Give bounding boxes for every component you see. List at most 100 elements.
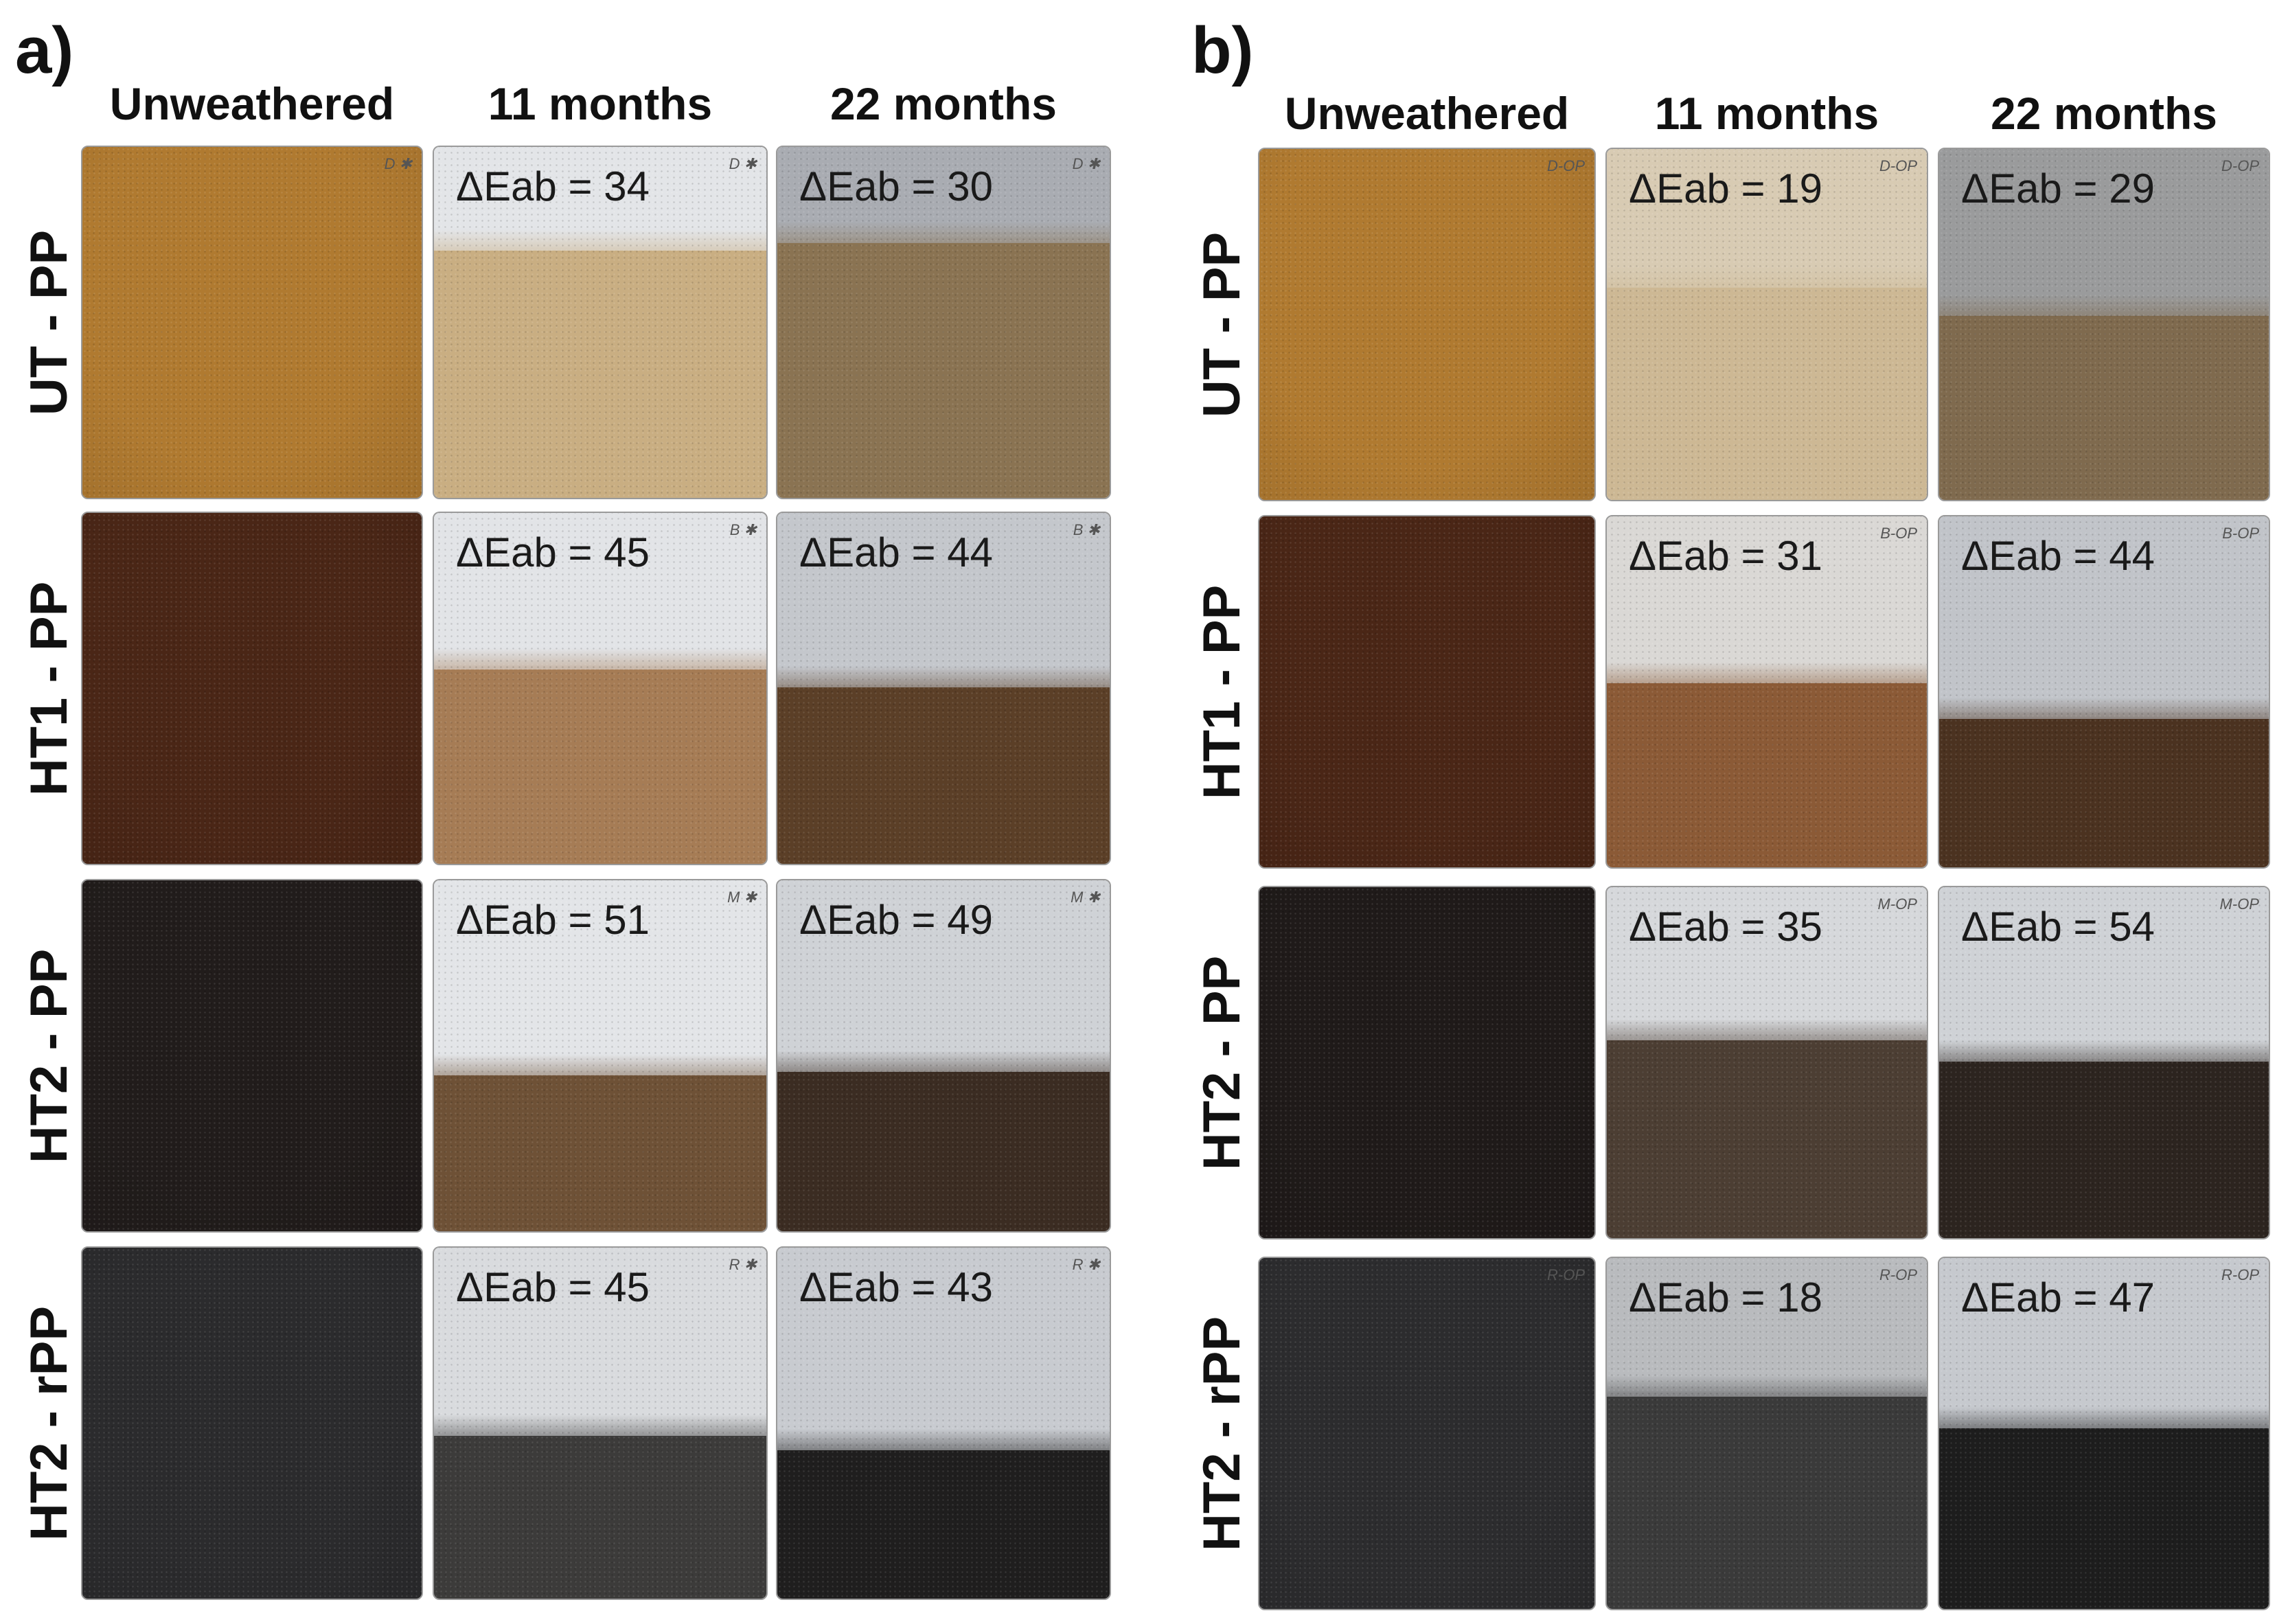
sample-photo: B ✱ ΔEab = 44	[776, 512, 1111, 865]
sample-mark: B ✱	[729, 521, 757, 538]
transition-zone	[434, 229, 766, 277]
sample-photo	[81, 512, 423, 865]
texture	[1939, 1258, 2269, 1609]
texture	[82, 147, 422, 498]
unweathered-zone	[777, 243, 1110, 498]
texture	[1939, 887, 2269, 1238]
sample-photo: B-OP ΔEab = 31	[1605, 515, 1928, 869]
sample-mark: M-OP	[2219, 895, 2259, 913]
unweathered-zone	[1607, 1397, 1927, 1609]
sample-mark: D-OP	[2221, 157, 2259, 174]
transition-zone	[1939, 698, 2269, 746]
texture	[1939, 516, 2269, 867]
delta-e-label: ΔEab = 31	[1629, 533, 1822, 579]
delta-e-label: ΔEab = 19	[1629, 165, 1822, 211]
texture	[1259, 149, 1594, 500]
sample-mark: M ✱	[1071, 889, 1100, 906]
texture	[434, 880, 766, 1231]
delta-e-label: ΔEab = 47	[1961, 1274, 2155, 1320]
sample-photo: D-OP	[1258, 148, 1596, 501]
texture	[434, 147, 766, 498]
unweathered-zone	[1939, 1062, 2269, 1238]
column-header: Unweathered	[1284, 88, 1570, 139]
row-label: HT2 - PP	[20, 948, 78, 1163]
transition-zone	[777, 1429, 1110, 1477]
row-label: HT2 - rPP	[1193, 1316, 1251, 1551]
sample-mark: R-OP	[1547, 1266, 1585, 1283]
sample-photo	[81, 879, 423, 1233]
transition-zone	[434, 648, 766, 696]
texture	[1259, 1258, 1594, 1609]
weathered-zone	[434, 513, 766, 672]
column-header: 11 months	[1654, 88, 1879, 139]
transition-zone	[777, 222, 1110, 270]
delta-e-label: ΔEab = 30	[799, 163, 993, 209]
texture	[777, 880, 1110, 1231]
sample-photo: R-OP ΔEab = 18	[1605, 1257, 1928, 1610]
row-label: UT - PP	[20, 229, 78, 415]
texture	[82, 1248, 422, 1599]
row-label: UT - PP	[1193, 231, 1251, 418]
sample-mark: R-OP	[1879, 1266, 1917, 1283]
transition-zone	[1607, 266, 1927, 314]
sample-photo: M-OP ΔEab = 54	[1938, 886, 2270, 1239]
sample-photo: R-OP ΔEab = 47	[1938, 1257, 2270, 1610]
unweathered-zone	[777, 687, 1110, 864]
sample-mark: R ✱	[729, 1256, 757, 1273]
unweathered-zone	[434, 670, 766, 864]
sample-mark: D-OP	[1547, 157, 1585, 174]
sample-photo: D ✱ ΔEab = 34	[433, 146, 768, 499]
sample-mark: D-OP	[1879, 157, 1917, 174]
texture	[777, 513, 1110, 864]
delta-e-label: ΔEab = 44	[1961, 533, 2155, 579]
transition-zone	[434, 1054, 766, 1102]
delta-e-label: ΔEab = 44	[799, 529, 993, 575]
sample-mark: D ✱	[384, 155, 412, 172]
sample-photo	[1258, 886, 1596, 1239]
transition-zone	[1939, 1407, 2269, 1455]
texture	[1259, 887, 1594, 1238]
transition-zone	[434, 1415, 766, 1463]
weathered-zone	[777, 513, 1110, 690]
weathered-zone	[1939, 887, 2269, 1064]
weathered-zone	[777, 1248, 1110, 1453]
sample-mark: B-OP	[2222, 525, 2259, 542]
sample-mark: M-OP	[1877, 895, 1917, 913]
texture	[777, 147, 1110, 498]
texture	[82, 880, 422, 1231]
transition-zone	[1607, 1019, 1927, 1067]
delta-e-label: ΔEab = 34	[456, 163, 650, 209]
weathered-zone	[1607, 516, 1927, 686]
texture	[1607, 887, 1927, 1238]
delta-e-label: ΔEab = 43	[799, 1264, 993, 1310]
weathered-zone	[1939, 1258, 2269, 1431]
delta-e-label: ΔEab = 45	[456, 1264, 650, 1310]
sample-mark: D ✱	[729, 155, 757, 172]
sample-photo	[81, 1246, 423, 1600]
transition-zone	[777, 1051, 1110, 1099]
weathered-zone	[434, 880, 766, 1078]
texture	[1607, 1258, 1927, 1609]
column-header: 22 months	[829, 78, 1057, 129]
sample-mark: M ✱	[727, 889, 757, 906]
unweathered-zone	[434, 251, 766, 498]
texture	[1259, 516, 1594, 867]
sample-photo: R ✱ ΔEab = 45	[433, 1246, 768, 1600]
sample-photo: M ✱ ΔEab = 51	[433, 879, 768, 1233]
transition-zone	[777, 666, 1110, 714]
row-label: HT1 - PP	[20, 581, 78, 796]
texture	[777, 1248, 1110, 1599]
sample-photo: D-OP ΔEab = 19	[1605, 148, 1928, 501]
panel-label: b)	[1191, 14, 1254, 87]
column-header: 11 months	[488, 78, 713, 129]
delta-e-label: ΔEab = 18	[1629, 1274, 1822, 1320]
row-label: HT1 - PP	[1193, 584, 1251, 799]
sample-photo: M ✱ ΔEab = 49	[776, 879, 1111, 1233]
delta-e-label: ΔEab = 35	[1629, 904, 1822, 950]
weathered-zone	[1607, 887, 1927, 1043]
weathered-zone	[1939, 149, 2269, 319]
transition-zone	[1607, 1375, 1927, 1423]
sample-photo: B-OP ΔEab = 44	[1938, 515, 2270, 869]
unweathered-zone	[1607, 683, 1927, 867]
sample-photo: M-OP ΔEab = 35	[1605, 886, 1928, 1239]
